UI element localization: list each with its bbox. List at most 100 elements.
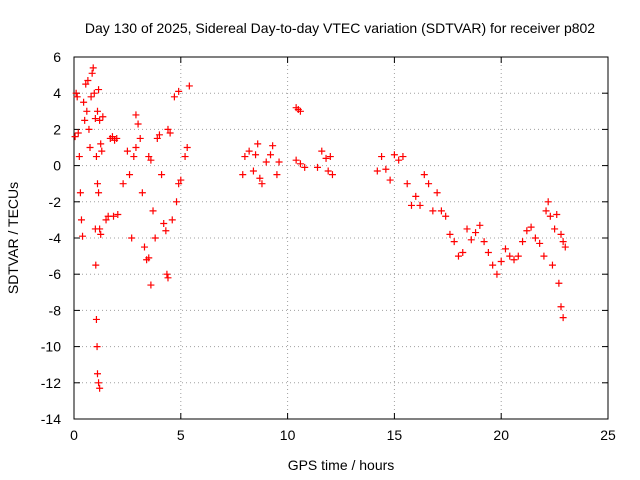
data-point-block-1-5h: [160, 220, 168, 228]
data-point-block-1-5h: [136, 134, 144, 142]
data-point-block-8-12h: [292, 156, 300, 164]
x-tick-label: 15: [387, 427, 403, 443]
data-point-block-1-5h: [164, 274, 172, 282]
data-point-block-1-5h: [132, 111, 140, 119]
data-point-block-8-12h: [262, 158, 270, 166]
x-tick-label: 10: [280, 427, 296, 443]
data-point-block-14-23h: [437, 207, 445, 215]
data-point-early-spikes: [80, 98, 88, 106]
data-point-early-spikes: [85, 125, 93, 133]
data-point-early-spikes: [92, 153, 100, 161]
data-point-block-14-23h: [472, 229, 480, 237]
data-point-early-spikes: [87, 93, 95, 101]
data-point-early-spikes: [98, 147, 106, 155]
data-point-early-spikes: [75, 153, 83, 161]
data-point-block-1-5h: [175, 87, 183, 95]
data-point-block-14-23h: [412, 192, 420, 200]
data-point-block-14-23h: [459, 248, 467, 256]
y-tick-label: -10: [41, 339, 61, 355]
data-point-block-14-23h: [501, 245, 509, 253]
x-tick-label: 0: [70, 427, 78, 443]
data-point-block-8-12h: [301, 163, 309, 171]
data-point-early-spikes: [89, 64, 97, 72]
data-point-early-spikes: [93, 180, 101, 188]
data-point-block-1-5h: [128, 234, 136, 242]
data-point-block-8-12h: [252, 151, 260, 159]
data-point-block-1-5h: [113, 134, 121, 142]
data-point-early-spikes: [96, 225, 104, 233]
data-point-block-1-5h: [158, 171, 166, 179]
data-point-block-1-5h: [177, 176, 185, 184]
x-tick-label: 25: [600, 427, 616, 443]
data-point-block-14-23h: [557, 230, 565, 238]
data-point-early-spikes: [93, 370, 101, 378]
data-point-early-spikes: [99, 113, 107, 121]
data-point-block-8-12h: [239, 171, 247, 179]
data-point-block-14-23h: [407, 201, 415, 209]
y-tick-label: -12: [41, 375, 61, 391]
data-point-block-14-23h: [553, 210, 561, 218]
data-point-block-1-5h: [153, 134, 161, 142]
data-point-block-14-23h: [493, 270, 501, 278]
data-point-block-14-23h: [546, 212, 554, 220]
data-point-block-14-23h: [382, 165, 390, 173]
y-tick-label: -2: [49, 194, 62, 210]
data-point-block-8-12h: [267, 151, 275, 159]
data-point-block-1-5h: [168, 216, 176, 224]
data-point-block-1-5h: [175, 180, 183, 188]
data-point-early-spikes: [93, 107, 101, 115]
data-point-block-14-23h: [429, 207, 437, 215]
x-tick-label: 20: [493, 427, 509, 443]
data-point-early-spikes: [95, 86, 103, 94]
data-point-block-1-5h: [164, 125, 172, 133]
y-tick-label: 4: [53, 85, 61, 101]
data-point-block-14-23h: [542, 207, 550, 215]
data-point-block-14-23h: [433, 189, 441, 197]
data-point-block-14-23h: [467, 236, 475, 244]
data-point-block-1-5h: [145, 153, 153, 161]
data-point-block-8-12h: [324, 167, 332, 175]
data-point-block-1-5h: [130, 153, 138, 161]
data-point-early-spikes: [90, 89, 98, 97]
data-point-early-spikes: [95, 379, 103, 387]
data-point-early-spikes: [84, 77, 92, 85]
data-point-block-1-5h: [166, 129, 174, 137]
data-point-block-1-5h: [185, 82, 193, 90]
data-point-block-1-5h: [123, 147, 131, 155]
data-point-block-14-23h: [510, 256, 518, 264]
data-point-block-8-12h: [273, 171, 281, 179]
data-point-block-1-5h: [132, 144, 140, 151]
data-point-block-1-5h: [102, 216, 110, 224]
data-point-block-1-5h: [138, 189, 146, 197]
data-point-early-spikes: [93, 343, 101, 351]
data-point-block-8-12h: [269, 142, 277, 150]
data-point-block-14-23h: [403, 180, 411, 188]
data-point-block-14-23h: [373, 167, 381, 175]
data-point-block-1-5h: [151, 234, 159, 242]
data-point-early-spikes: [91, 115, 99, 123]
data-point-block-14-23h: [378, 153, 386, 161]
data-point-block-1-5h: [163, 270, 171, 278]
y-tick-label: -14: [41, 411, 61, 427]
data-point-early-spikes: [82, 80, 90, 88]
data-point-block-1-5h: [155, 131, 163, 139]
data-point-early-spikes: [92, 261, 100, 269]
data-point-block-1-5h: [145, 254, 153, 262]
data-point-early-spikes: [79, 232, 87, 240]
y-tick-label: 6: [53, 49, 61, 65]
data-point-block-1-5h: [149, 207, 157, 215]
data-point-block-14-23h: [497, 258, 505, 266]
data-point-early-spikes: [92, 315, 100, 323]
data-point-early-spikes: [96, 116, 104, 124]
data-point-block-14-23h: [480, 238, 488, 246]
data-point-block-14-23h: [555, 279, 563, 287]
data-point-block-14-23h: [386, 176, 394, 184]
data-point-block-14-23h: [506, 252, 514, 260]
data-point-block-8-12h: [326, 153, 334, 161]
data-point-block-8-12h: [245, 147, 253, 155]
y-tick-label: -8: [49, 302, 62, 318]
data-point-block-1-5h: [162, 227, 170, 235]
data-point-block-14-23h: [442, 212, 450, 220]
data-point-block-8-12h: [275, 158, 283, 166]
data-point-block-14-23h: [454, 252, 462, 260]
